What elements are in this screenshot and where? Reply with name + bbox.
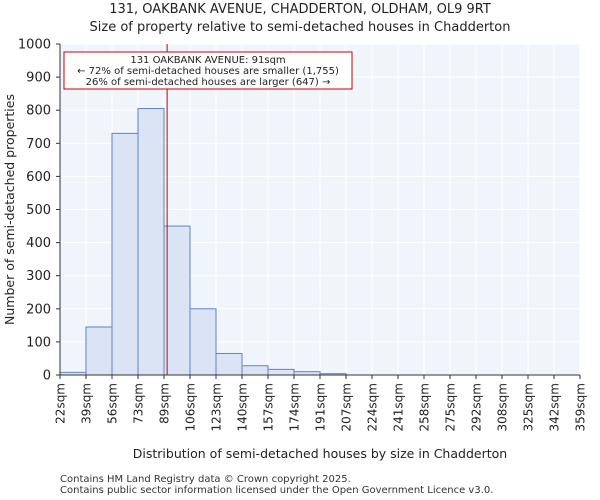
footer-licence: Contains public sector information licen… [60, 485, 494, 496]
histogram-bar [241, 365, 269, 376]
histogram-bar [137, 108, 165, 376]
x-tick-label: 342sqm [548, 383, 562, 431]
x-tick-label: 292sqm [470, 383, 484, 431]
x-tick-label: 140sqm [236, 383, 250, 431]
x-tick-label: 157sqm [262, 383, 276, 431]
chart-subtitle: Size of property relative to semi-detach… [89, 20, 511, 35]
x-tick-label: 241sqm [392, 383, 406, 431]
x-tick-label: 89sqm [158, 383, 172, 424]
annotation-line-3: 26% of semi-detached houses are larger (… [86, 77, 331, 88]
x-tick-label: 106sqm [184, 383, 198, 431]
histogram-bar [111, 132, 139, 376]
x-tick-label: 56sqm [106, 383, 120, 424]
x-tick-label: 275sqm [444, 383, 458, 431]
x-tick-label: 207sqm [340, 383, 354, 431]
y-tick-label: 100 [26, 335, 51, 350]
annotation-line-1: 131 OAKBANK AVENUE: 91sqm [130, 55, 285, 66]
x-tick-label: 22sqm [54, 383, 68, 424]
x-tick-label: 325sqm [522, 383, 536, 431]
y-tick-label: 200 [26, 302, 51, 317]
y-tick-label: 600 [26, 170, 51, 185]
footer-copyright: Contains HM Land Registry data © Crown c… [60, 474, 351, 485]
x-tick-label: 123sqm [210, 383, 224, 431]
annotation-box [63, 51, 353, 90]
x-tick-label: 174sqm [288, 383, 302, 431]
y-tick-label: 1000 [18, 38, 51, 53]
y-tick-label: 500 [26, 203, 51, 218]
chart-area: 0 100 200 300 400 500 600 700 800 900 1000 22sqm 39s… [2, 38, 588, 462]
y-tick-label: 0 [43, 369, 51, 384]
x-tick-label: 73sqm [132, 383, 146, 424]
x-tick-label: 308sqm [496, 383, 510, 431]
x-tick-label: 39sqm [80, 383, 94, 424]
histogram-bar [215, 352, 243, 376]
y-tick-label: 700 [26, 137, 51, 152]
annotation-line-2: ← 72% of semi-detached houses are smalle… [77, 66, 339, 77]
chart-title: 131, OAKBANK AVENUE, CHADDERTON, OLDHAM,… [109, 2, 491, 17]
histogram-bar [267, 368, 295, 376]
histogram-bar [189, 308, 217, 376]
x-tick-label: 359sqm [574, 383, 588, 431]
x-tick-label: 258sqm [418, 383, 432, 431]
x-tick-label: 191sqm [314, 383, 328, 431]
histogram-bar [163, 225, 191, 376]
y-tick-label: 900 [26, 71, 51, 86]
y-tick-label: 300 [26, 269, 51, 284]
x-axis-title: Distribution of semi-detached houses by … [133, 446, 507, 461]
y-tick-label: 800 [26, 104, 51, 119]
y-tick-label: 400 [26, 236, 51, 251]
y-axis-title: Number of semi-detached properties [2, 94, 17, 325]
histogram-bar [85, 326, 113, 376]
x-tick-label: 224sqm [366, 383, 380, 431]
